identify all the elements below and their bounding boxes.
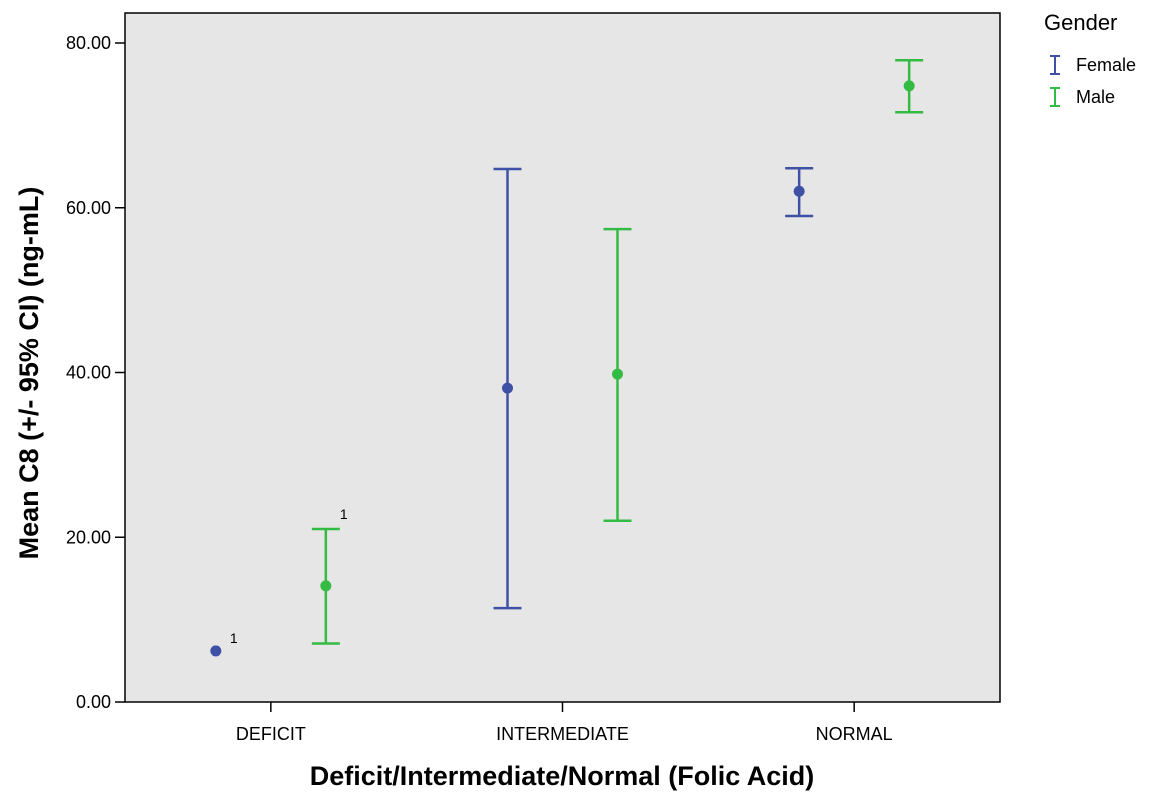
- axes: 0.00 20.00 40.00 60.00 80.00 DEFICIT INTERMEDI…: [66, 33, 893, 744]
- legend-label-male: Male: [1076, 87, 1115, 107]
- chart-marks: 11: [210, 59, 924, 657]
- plot-area: [124, 12, 1001, 703]
- x-tick-label: INTERMEDIATE: [496, 724, 629, 744]
- plot-background: [124, 12, 1001, 703]
- point-annotation: 1: [230, 630, 238, 646]
- x-axis-title: Deficit/Intermediate/Normal (Folic Acid): [310, 761, 815, 791]
- y-tick-label: 20.00: [66, 527, 111, 547]
- mean-point-male: [320, 580, 332, 592]
- mean-point-female: [210, 645, 222, 657]
- x-tick-label: DEFICIT: [236, 724, 306, 744]
- legend-title: Gender: [1044, 10, 1117, 35]
- y-axis-title: Mean C8 (+/- 95% CI) (ng-mL): [14, 187, 44, 560]
- y-tick-label: 0.00: [76, 692, 111, 712]
- y-tick-label: 60.00: [66, 198, 111, 218]
- x-tick-label: NORMAL: [816, 724, 893, 744]
- mean-point-female: [502, 382, 513, 394]
- mean-point-female: [793, 185, 805, 197]
- y-tick-label: 80.00: [66, 33, 111, 53]
- legend: Gender Female Male: [1044, 10, 1136, 107]
- point-annotation: 1: [340, 506, 348, 522]
- y-tick-label: 40.00: [66, 363, 111, 383]
- legend-label-female: Female: [1076, 55, 1136, 75]
- mean-point-male: [612, 368, 623, 380]
- mean-point-male: [903, 80, 915, 92]
